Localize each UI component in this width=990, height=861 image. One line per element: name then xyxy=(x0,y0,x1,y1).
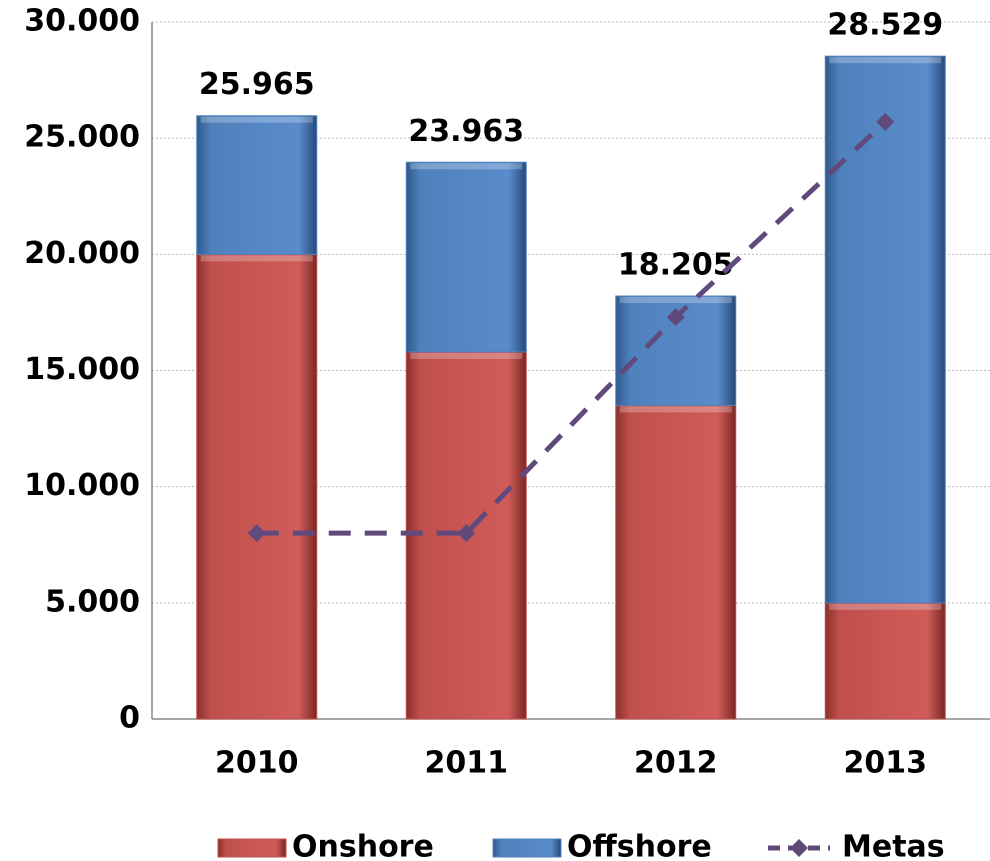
bar-bevel xyxy=(200,255,313,262)
bar-bevel xyxy=(829,603,942,610)
total-label: 28.529 xyxy=(827,8,943,43)
bar xyxy=(824,602,946,720)
bar-bevel xyxy=(410,163,523,170)
bar-bevel xyxy=(619,297,732,304)
legend-swatch xyxy=(217,838,287,858)
legend-marker xyxy=(790,839,808,857)
legend-swatch xyxy=(492,838,562,858)
x-tick-label: 2013 xyxy=(844,746,928,781)
bar xyxy=(615,295,737,406)
total-label: 18.205 xyxy=(618,248,734,283)
marker xyxy=(457,524,476,543)
y-tick-label: 5.000 xyxy=(45,584,140,619)
marker xyxy=(666,308,685,327)
x-tick-label: 2010 xyxy=(215,746,299,781)
y-tick-label: 10.000 xyxy=(24,468,140,503)
bar xyxy=(824,55,946,604)
bar-bevel xyxy=(619,406,732,413)
bar-bevel xyxy=(410,352,523,359)
y-tick-label: 30.000 xyxy=(24,4,140,39)
bar-bevel xyxy=(829,57,942,64)
total-label: 25.965 xyxy=(199,67,315,102)
bar xyxy=(405,161,527,353)
y-tick-label: 25.000 xyxy=(24,120,140,155)
y-tick-label: 0 xyxy=(119,701,140,736)
line xyxy=(256,120,887,536)
x-tick-label: 2011 xyxy=(425,746,509,781)
x-tick-label: 2012 xyxy=(634,746,718,781)
total-label: 23.963 xyxy=(408,114,524,149)
bar xyxy=(615,404,737,720)
marker xyxy=(247,524,266,543)
y-tick-label: 15.000 xyxy=(24,352,140,387)
legend-label: Onshore xyxy=(292,830,434,861)
legend-label: Offshore xyxy=(567,830,712,861)
bar xyxy=(196,115,318,255)
bar xyxy=(196,253,318,720)
y-tick-label: 20.000 xyxy=(24,236,140,271)
marker xyxy=(876,112,895,131)
bar-bevel xyxy=(200,116,313,123)
legend-label: Metas xyxy=(842,830,945,861)
